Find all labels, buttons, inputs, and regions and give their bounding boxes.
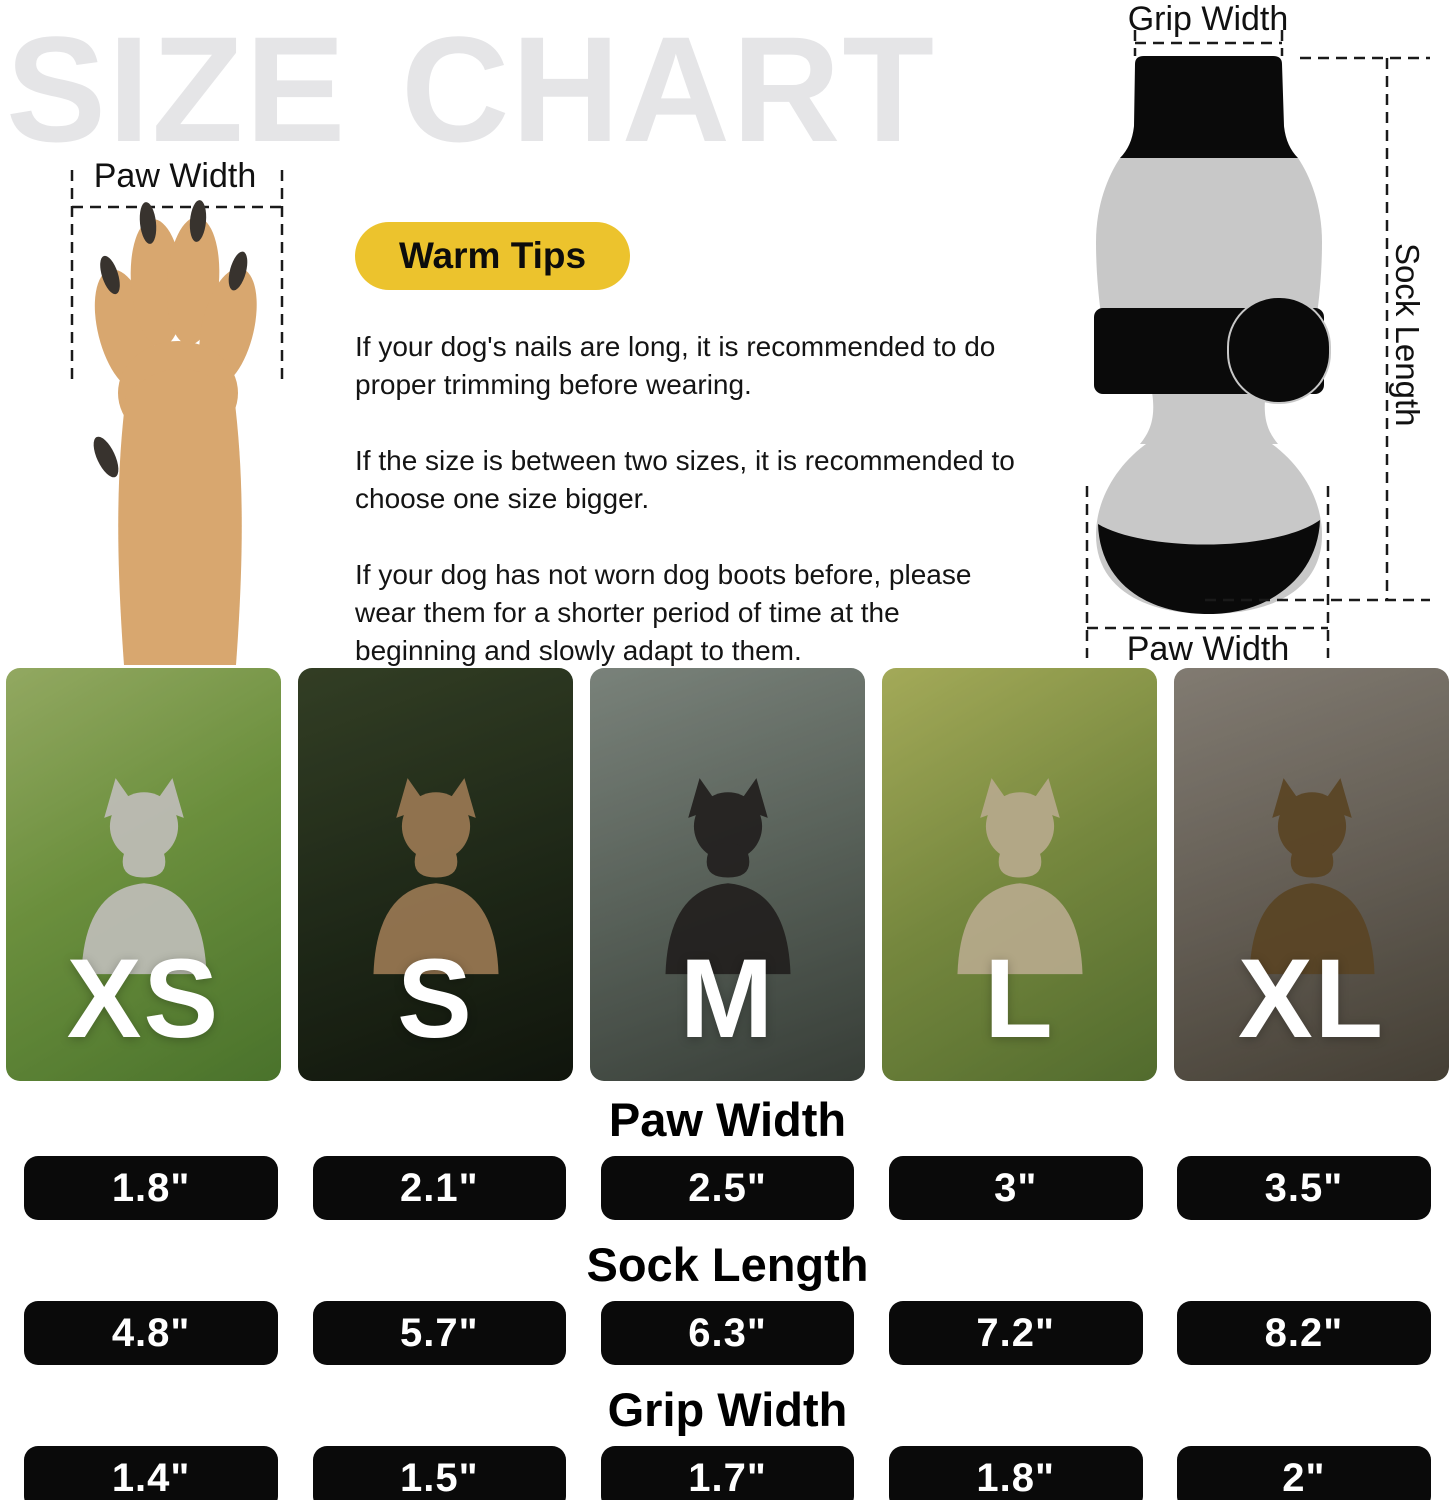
grip-width-label: Grip Width — [1127, 0, 1289, 38]
value-cell: 8.2" — [1160, 1301, 1448, 1366]
size-label-l: L — [984, 936, 1055, 1061]
size-card-xs: XS — [6, 668, 281, 1081]
paw-width-value-m: 2.5" — [600, 1156, 855, 1221]
sock-length-value-s: 5.7" — [312, 1301, 567, 1366]
dog-photo-placeholder — [956, 777, 1083, 974]
photo-dark-overlay — [590, 668, 865, 1081]
paw-shape — [94, 217, 257, 665]
value-cell: 2" — [1160, 1446, 1448, 1500]
paw-claws — [93, 200, 248, 478]
sock-measurement-lines — [1085, 30, 1430, 658]
size-card-xl: XL — [1174, 668, 1449, 1081]
paw-width-values-row: 1.8" 2.1" 2.5" 3" 3.5" — [0, 1156, 1455, 1221]
size-label-s: S — [397, 936, 474, 1061]
size-card-s: S — [298, 668, 573, 1081]
paw-width-value-l: 3" — [888, 1156, 1143, 1221]
value-cell: 6.3" — [583, 1301, 871, 1366]
value-cell: 1.5" — [295, 1446, 583, 1500]
value-cell: 1.8" — [872, 1446, 1160, 1500]
dog-photo-placeholder — [1248, 777, 1375, 974]
grip-width-value-xs: 1.4" — [24, 1446, 278, 1500]
size-label-xl: XL — [1237, 936, 1386, 1061]
size-label-m: M — [679, 936, 776, 1061]
sock-shape — [1094, 56, 1331, 614]
page-title: SIZE CHART — [6, 5, 936, 173]
sock-length-value-l: 7.2" — [888, 1301, 1143, 1366]
value-cell: 1.8" — [7, 1156, 295, 1221]
grip-width-value-s: 1.5" — [312, 1446, 567, 1500]
grip-width-value-m: 1.7" — [600, 1446, 855, 1500]
dog-photo-placeholder — [664, 777, 791, 974]
grip-width-values-row: 1.4" 1.5" 1.7" 1.8" 2" — [0, 1446, 1455, 1500]
value-cell: 7.2" — [872, 1301, 1160, 1366]
paw-width-value-xs: 1.8" — [24, 1156, 278, 1221]
warm-tips-section: Warm Tips If your dog's nails are long, … — [355, 222, 1015, 670]
value-cell: 3" — [872, 1156, 1160, 1221]
dog-paw-illustration — [70, 170, 284, 665]
sock-length-label: Sock Length — [1389, 243, 1426, 427]
sock-diagram-illustration — [1085, 30, 1430, 658]
size-card-l: L — [882, 668, 1157, 1081]
sock-length-value-xl: 8.2" — [1177, 1301, 1431, 1366]
sock-length-values-row: 4.8" 5.7" 6.3" 7.2" 8.2" — [0, 1301, 1455, 1366]
warm-tips-badge: Warm Tips — [355, 222, 631, 290]
value-cell: 4.8" — [7, 1301, 295, 1366]
value-cell: 1.7" — [583, 1446, 871, 1500]
value-cell: 2.1" — [295, 1156, 583, 1221]
table-header-paw-width: Paw Width — [608, 1093, 847, 1146]
tip-paragraph-3: If your dog has not worn dog boots befor… — [355, 559, 972, 666]
sock-length-value-m: 6.3" — [600, 1301, 855, 1366]
photo-dark-overlay — [6, 668, 281, 1081]
value-cell: 3.5" — [1160, 1156, 1448, 1221]
grip-width-value-xl: 2" — [1177, 1446, 1431, 1500]
sock-diagram-section: Grip Width Sock Length Paw Width — [1050, 0, 1455, 670]
value-cell: 2.5" — [583, 1156, 871, 1221]
paw-width-value-s: 2.1" — [312, 1156, 567, 1221]
paw-width-value-xl: 3.5" — [1177, 1156, 1431, 1221]
sock-paw-width-label: Paw Width — [1126, 630, 1290, 668]
paw-width-label: Paw Width — [93, 157, 257, 195]
photo-dark-overlay — [1174, 668, 1449, 1081]
photo-dark-overlay — [882, 668, 1157, 1081]
paw-photo-section: Paw Width — [40, 155, 310, 668]
grip-width-value-l: 1.8" — [888, 1446, 1143, 1500]
dog-photo-placeholder — [80, 777, 207, 974]
value-cell: 1.4" — [7, 1446, 295, 1500]
value-cell: 5.7" — [295, 1301, 583, 1366]
table-header-sock-length: Sock Length — [586, 1238, 869, 1292]
dog-photo-placeholder — [372, 777, 499, 974]
table-header-grip-width: Grip Width — [607, 1383, 848, 1437]
size-card-m: M — [590, 668, 865, 1081]
photo-dark-overlay — [298, 668, 573, 1081]
tip-paragraph-1: If your dog's nails are long, it is reco… — [355, 331, 996, 400]
hero-section: SIZE CHART Paw Width — [0, 0, 1455, 668]
sock-length-value-xs: 4.8" — [24, 1301, 278, 1366]
size-label-xs: XS — [66, 936, 221, 1061]
tip-paragraph-2: If the size is between two sizes, it is … — [355, 445, 1015, 514]
size-cards-row: XS S M — [0, 668, 1455, 1081]
